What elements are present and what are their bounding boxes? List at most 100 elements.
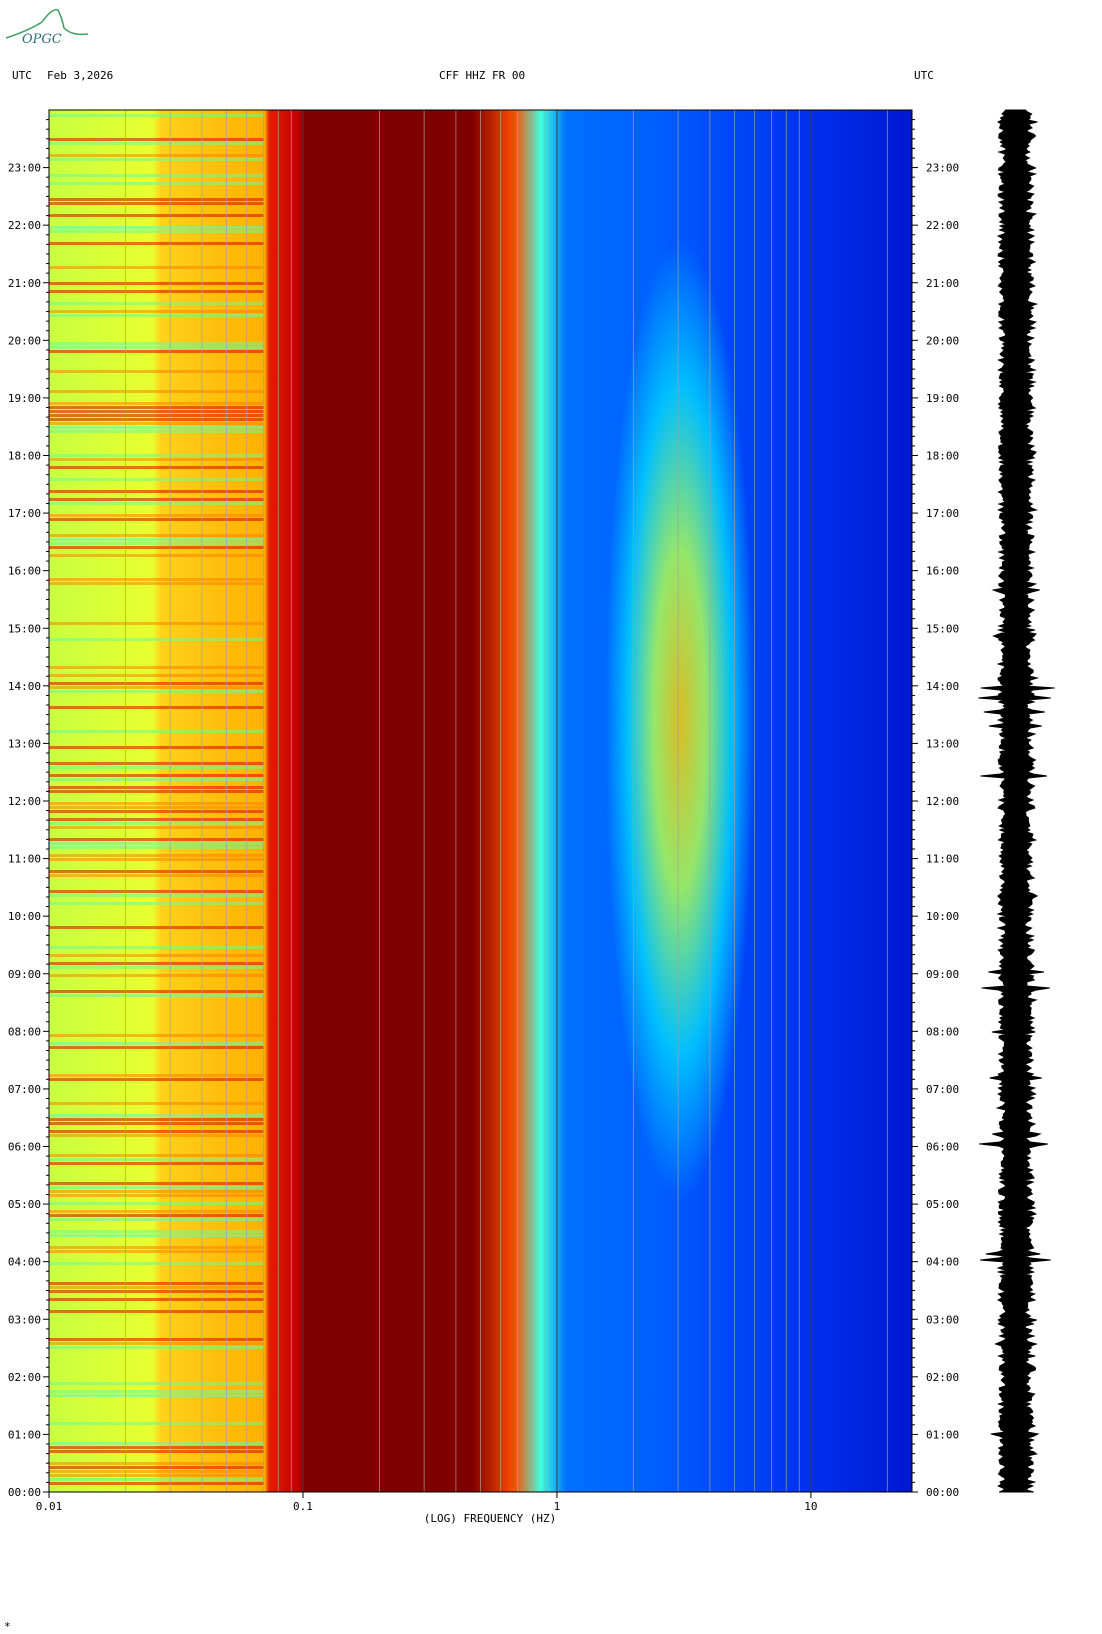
row-stripe — [49, 546, 264, 549]
row-stripe — [49, 1186, 264, 1189]
logo-text: OPGC — [22, 32, 62, 47]
header-date: Feb 3,2026 — [47, 69, 114, 82]
row-stripe — [49, 778, 264, 781]
row-stripe — [49, 266, 264, 269]
row-stripe — [49, 174, 264, 177]
row-stripe — [49, 746, 264, 749]
row-stripe — [49, 686, 264, 689]
y-tick-label-right: 07:00 — [926, 1083, 959, 1096]
y-tick-label-right: 14:00 — [926, 680, 959, 693]
x-tick-label: 1 — [554, 1500, 561, 1513]
y-tick-label-right: 02:00 — [926, 1371, 959, 1384]
energy-band — [605, 240, 755, 1200]
row-stripe — [49, 142, 264, 145]
y-tick-label-left: 13:00 — [8, 737, 41, 750]
y-tick-label-right: 15:00 — [926, 622, 959, 635]
row-stripe — [49, 818, 264, 821]
row-stripe — [49, 690, 264, 693]
row-stripe — [49, 1122, 264, 1125]
y-tick-label-right: 18:00 — [926, 450, 959, 463]
y-axis-left: 00:00 01:00 02:00 03:00 04:00 05:00 06:00 07:00… — [8, 119, 49, 1499]
frequency-gridlines — [48, 110, 888, 1492]
y-tick-label-right: 19:00 — [926, 392, 959, 405]
row-stripe — [49, 538, 264, 541]
row-stripe — [49, 430, 264, 433]
y-tick-label-left: 17:00 — [8, 507, 41, 520]
row-stripe — [49, 1134, 264, 1137]
row-stripe — [49, 350, 264, 353]
row-stripe — [49, 390, 264, 393]
y-tick-label-right: 23:00 — [926, 162, 959, 175]
opgc-logo: OPGC — [5, 9, 89, 47]
y-tick-label-right: 22:00 — [926, 219, 959, 232]
y-tick-label-left: 00:00 — [8, 1486, 41, 1499]
row-stripe — [49, 1482, 264, 1485]
row-stripe — [49, 810, 264, 813]
row-stripe — [49, 1118, 264, 1121]
row-stripe — [49, 762, 264, 765]
row-stripe — [49, 790, 264, 793]
row-stripe — [49, 822, 264, 825]
row-stripe — [49, 414, 264, 417]
row-stripe — [49, 158, 264, 161]
y-tick-label-left: 02:00 — [8, 1371, 41, 1384]
y-tick-label-left: 11:00 — [8, 853, 41, 866]
row-stripe — [49, 182, 264, 185]
y-tick-label-right: 05:00 — [926, 1198, 959, 1211]
seismogram-trace — [978, 109, 1055, 1493]
row-stripe — [49, 806, 264, 809]
y-tick-label-left: 14:00 — [8, 680, 41, 693]
row-stripe — [49, 1234, 264, 1237]
row-stripe — [49, 1310, 264, 1313]
y-tick-label-left: 03:00 — [8, 1313, 41, 1326]
row-stripe — [49, 990, 264, 993]
row-stripe — [49, 1182, 264, 1185]
row-stripe — [49, 1214, 264, 1217]
row-stripe — [49, 578, 264, 581]
row-stripe — [49, 426, 264, 429]
row-stripe — [49, 1246, 264, 1249]
row-stripe — [49, 1250, 264, 1253]
row-stripe — [49, 498, 264, 501]
row-stripe — [49, 342, 264, 345]
row-stripe — [49, 1114, 264, 1117]
row-stripe — [49, 1298, 264, 1301]
row-stripe — [49, 946, 264, 949]
row-stripe — [49, 1342, 264, 1345]
row-stripe — [49, 1394, 264, 1397]
row-stripe — [49, 1130, 264, 1133]
row-stripe — [49, 138, 264, 141]
row-stripe — [49, 962, 264, 965]
row-stripe — [49, 846, 264, 849]
row-stripe — [49, 1194, 264, 1197]
y-tick-label-left: 19:00 — [8, 392, 41, 405]
row-stripe — [49, 230, 264, 233]
row-stripe — [49, 1286, 264, 1289]
row-stripe — [49, 226, 264, 229]
header-left-utc: UTC — [12, 69, 32, 82]
y-tick-label-left: 01:00 — [8, 1428, 41, 1441]
y-tick-label-left: 04:00 — [8, 1256, 41, 1269]
row-stripe — [49, 766, 264, 769]
row-stripe — [49, 1218, 264, 1221]
y-tick-label-right: 01:00 — [926, 1428, 959, 1441]
row-stripe — [49, 1450, 264, 1453]
y-tick-label-left: 20:00 — [8, 334, 41, 347]
row-stripe — [49, 406, 264, 409]
row-stripe — [49, 282, 264, 285]
y-tick-label-left: 23:00 — [8, 162, 41, 175]
row-stripe — [49, 730, 264, 733]
row-stripe — [49, 774, 264, 777]
row-stripe — [49, 154, 264, 157]
row-stripe — [49, 1190, 264, 1193]
row-stripe — [49, 1202, 264, 1205]
row-stripe — [49, 114, 264, 117]
y-tick-label-left: 22:00 — [8, 219, 41, 232]
row-stripe — [49, 1078, 264, 1081]
row-stripe — [49, 1162, 264, 1165]
row-stripe — [49, 454, 264, 457]
y-tick-label-left: 16:00 — [8, 565, 41, 578]
y-tick-label-left: 12:00 — [8, 795, 41, 808]
row-stripe — [49, 994, 264, 997]
x-tick-label: 0.1 — [293, 1500, 313, 1513]
